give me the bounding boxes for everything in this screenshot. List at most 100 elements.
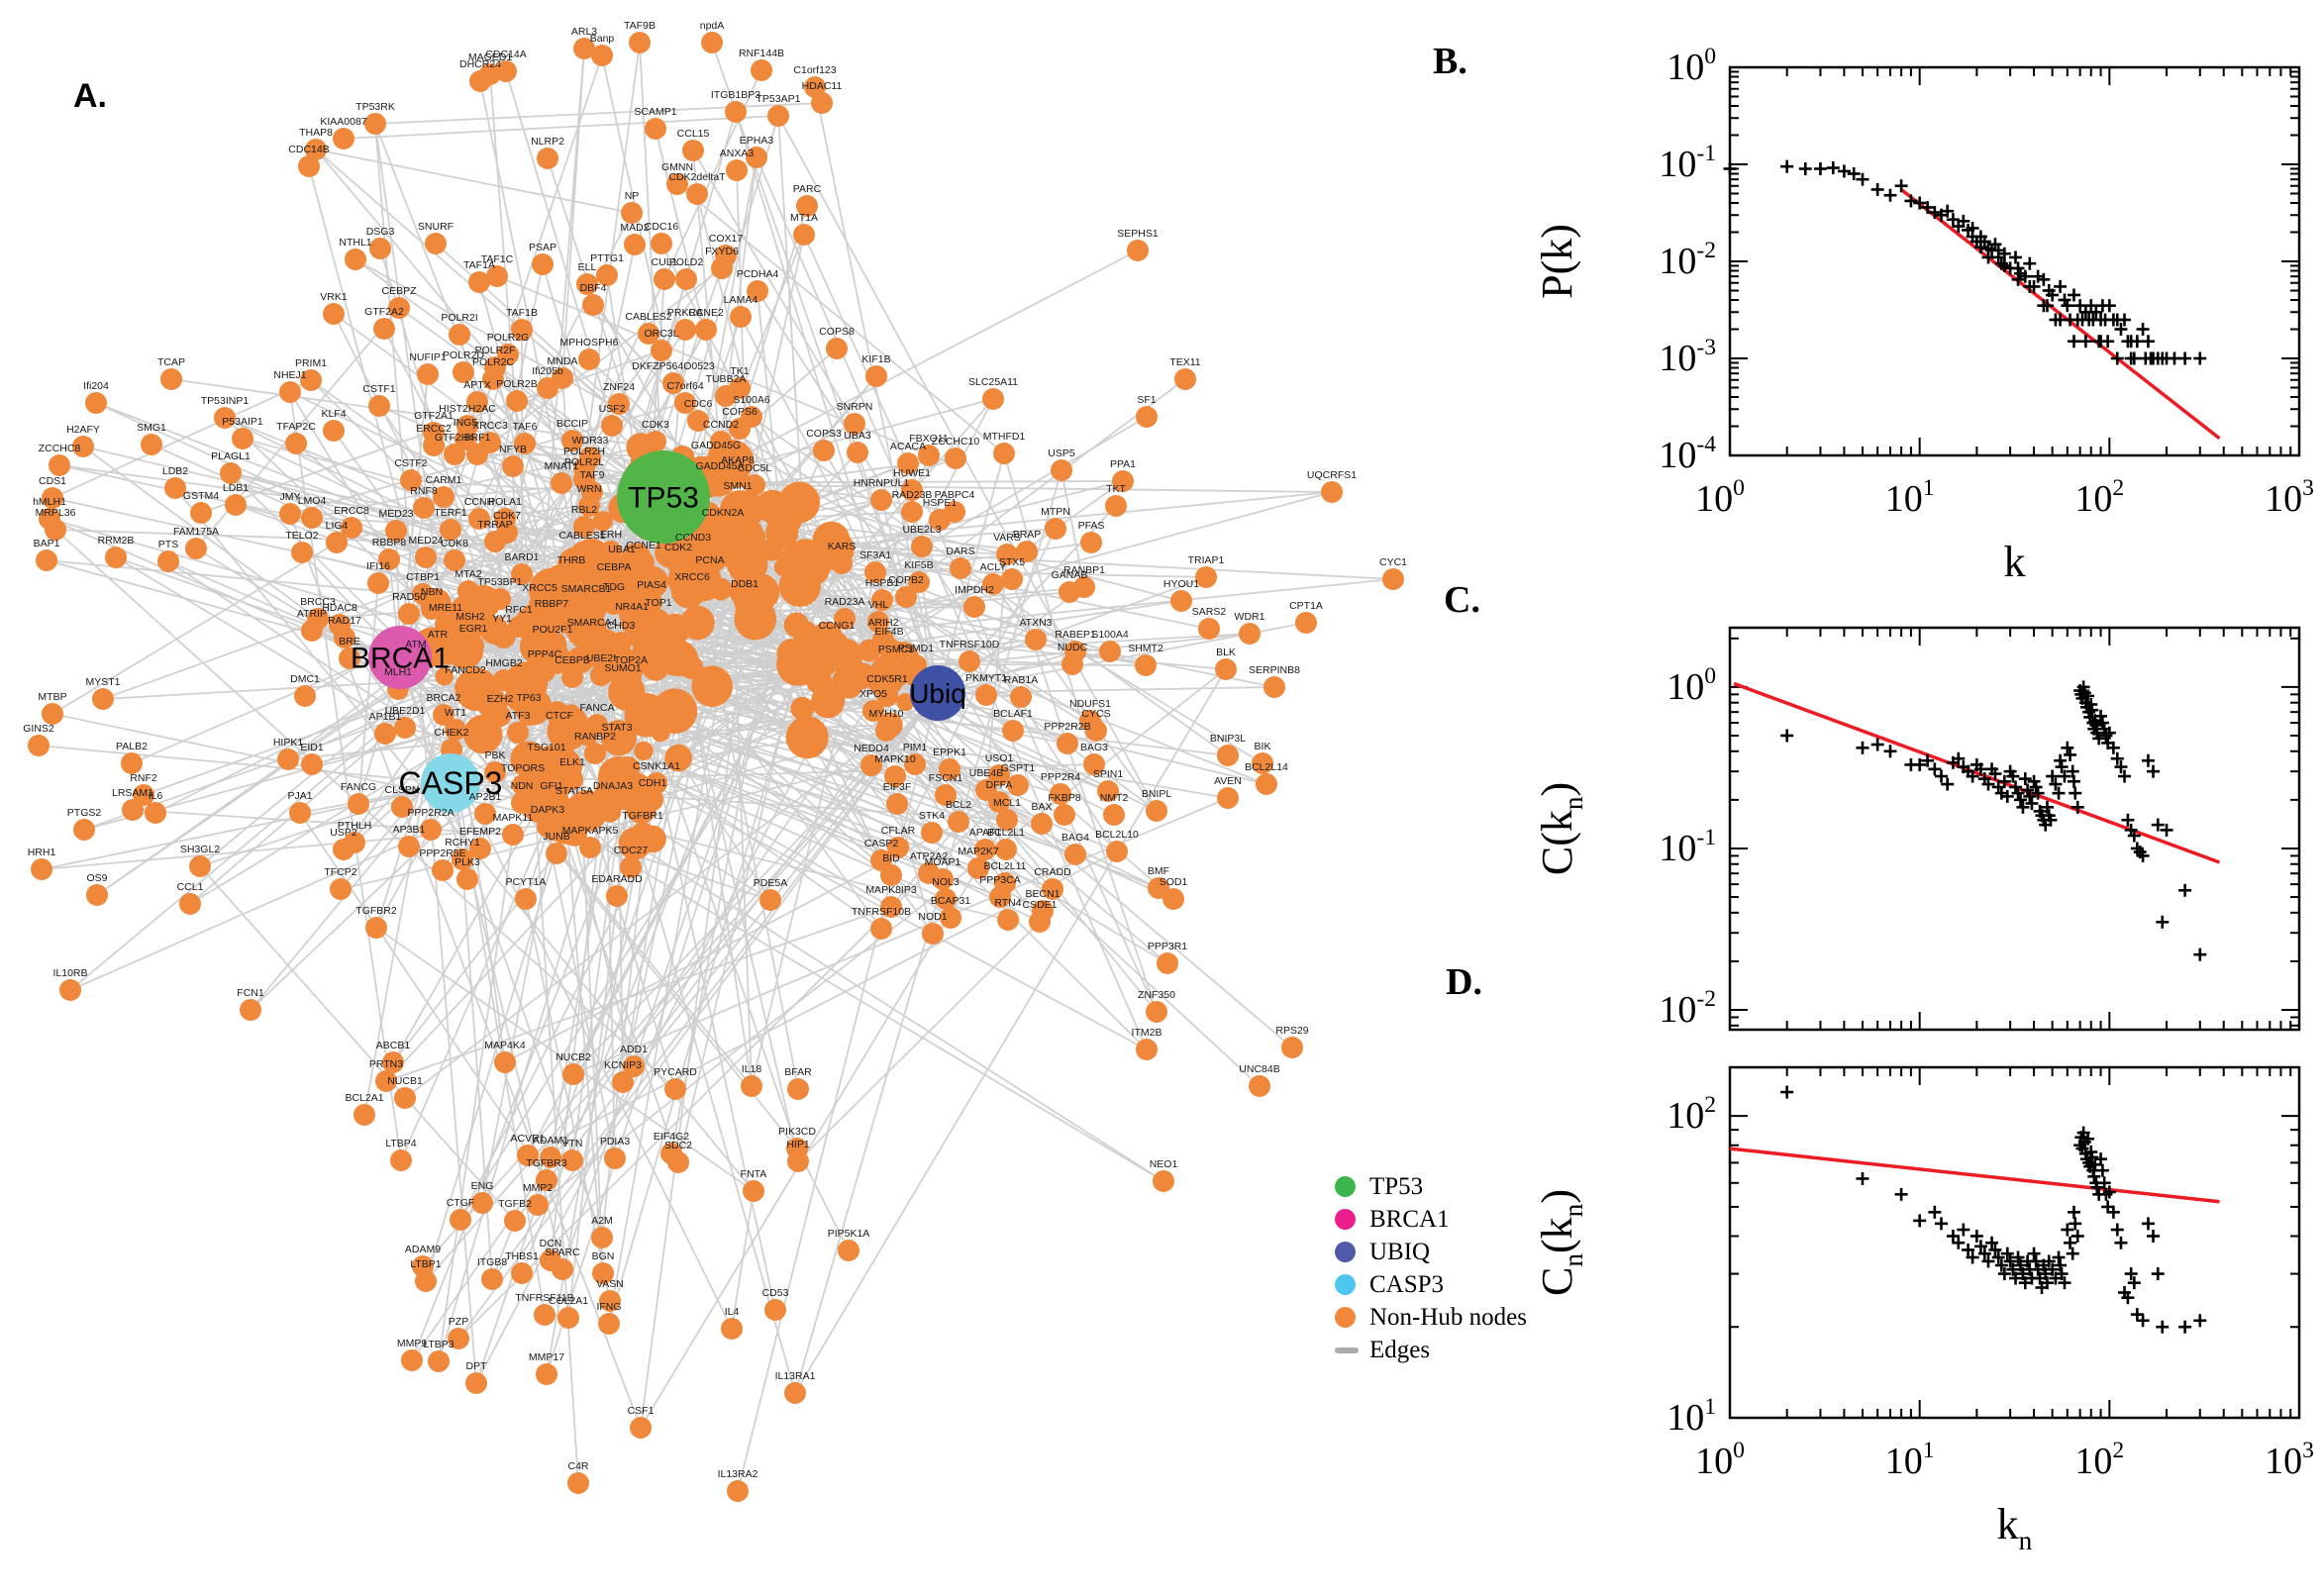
network-node[interactable] [551,472,572,494]
network-node[interactable] [747,280,768,302]
network-node[interactable] [654,268,675,290]
network-node[interactable] [621,202,643,224]
network-node[interactable] [563,797,585,819]
network-node[interactable] [145,802,166,824]
network-node[interactable] [686,183,708,205]
network-node[interactable] [674,392,696,414]
network-node[interactable] [641,591,662,613]
network-node[interactable] [506,390,528,412]
network-node[interactable] [880,896,902,918]
network-node[interactable] [298,155,320,177]
network-node[interactable] [433,704,454,726]
network-node[interactable] [141,434,162,455]
network-node[interactable] [729,418,751,440]
network-node[interactable] [345,249,366,270]
network-node[interactable] [911,536,933,557]
network-node[interactable] [582,294,604,316]
network-node[interactable] [578,349,600,370]
network-node[interactable] [935,784,957,806]
network-node[interactable] [871,589,893,611]
network-node[interactable] [465,1372,487,1394]
network-node[interactable] [220,462,242,484]
network-node[interactable] [1256,773,1277,795]
network-node[interactable] [435,614,456,636]
network-node[interactable] [579,837,601,858]
network-node[interactable] [225,494,247,516]
network-node[interactable] [1054,804,1075,826]
network-node[interactable] [42,703,63,725]
network-node[interactable] [466,444,488,465]
hub-node-tp53[interactable] [617,450,710,544]
network-node[interactable] [42,487,63,509]
network-node[interactable] [511,319,533,341]
network-node[interactable] [189,855,211,877]
network-node[interactable] [642,789,663,811]
network-node[interactable] [1263,676,1285,698]
network-node[interactable] [444,549,465,571]
network-node[interactable] [730,306,752,328]
network-node[interactable] [975,684,997,706]
network-node[interactable] [651,233,672,254]
network-node[interactable] [667,1151,689,1173]
network-node[interactable] [629,32,651,53]
network-node[interactable] [1105,495,1127,517]
network-node[interactable] [1162,888,1184,910]
network-node[interactable] [398,836,420,857]
network-node[interactable] [502,455,524,477]
network-node[interactable] [1029,911,1051,933]
network-node[interactable] [929,509,951,531]
network-node[interactable] [59,979,81,1001]
network-node[interactable] [648,609,669,631]
network-node[interactable] [967,857,989,879]
network-node[interactable] [596,264,618,286]
network-node[interactable] [838,1240,859,1261]
network-node[interactable] [682,140,704,161]
network-node[interactable] [621,613,643,635]
network-node[interactable] [864,561,886,583]
network-node[interactable] [744,474,765,496]
network-node[interactable] [160,368,182,390]
network-node[interactable] [536,1363,557,1385]
network-node[interactable] [682,544,704,565]
network-node[interactable] [185,538,207,559]
network-node[interactable] [444,444,465,465]
network-node[interactable] [1080,532,1102,553]
network-node[interactable] [606,734,628,755]
network-node[interactable] [939,758,960,780]
network-node[interactable] [709,472,731,494]
network-node[interactable] [121,752,143,774]
network-node[interactable] [633,551,655,573]
network-node[interactable] [1174,368,1196,390]
network-node[interactable] [433,486,454,508]
network-node[interactable] [301,753,323,775]
network-node[interactable] [687,410,709,432]
network-node[interactable] [1007,774,1029,796]
network-node[interactable] [348,793,369,815]
network-node[interactable] [784,1382,806,1404]
network-node[interactable] [1135,654,1157,676]
network-node[interactable] [887,837,909,858]
network-node[interactable] [36,549,57,571]
network-node[interactable] [1061,653,1083,675]
network-node[interactable] [870,918,892,940]
network-node[interactable] [1112,470,1134,492]
network-node[interactable] [562,1063,584,1085]
network-node[interactable] [364,113,386,135]
network-node[interactable] [606,885,628,907]
network-node[interactable] [608,393,630,415]
network-node[interactable] [573,516,595,538]
network-node[interactable] [471,1192,493,1214]
network-node[interactable] [662,372,684,394]
network-node[interactable] [1103,804,1125,826]
network-node[interactable] [1215,658,1237,680]
network-node[interactable] [420,819,442,841]
network-node[interactable] [834,608,856,630]
network-node[interactable] [31,858,52,880]
network-node[interactable] [474,803,496,825]
network-node[interactable] [285,433,307,454]
network-node[interactable] [1042,878,1063,900]
network-node[interactable] [561,666,583,688]
network-node[interactable] [448,1328,469,1349]
network-node[interactable] [1002,720,1024,742]
network-node[interactable] [695,319,717,341]
